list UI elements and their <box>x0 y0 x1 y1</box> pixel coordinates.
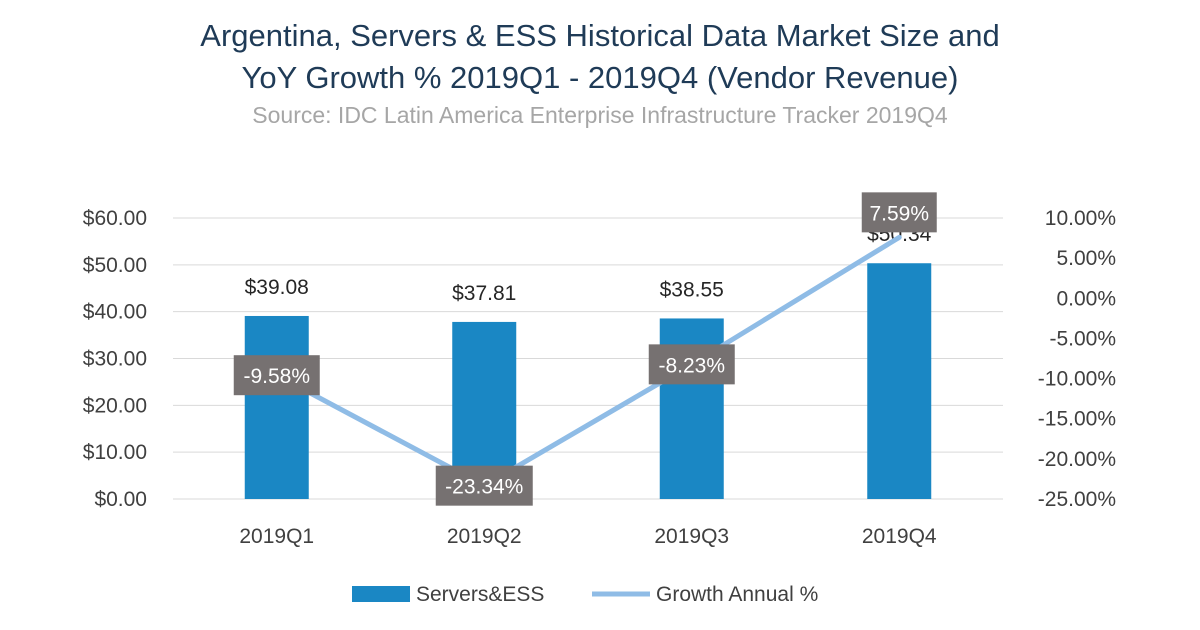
growth-data-label: -9.58% <box>243 365 310 388</box>
chart-subtitle: Source: IDC Latin America Enterprise Inf… <box>252 102 948 128</box>
growth-series-line <box>274 234 902 489</box>
y-right-tick-label: -25.00% <box>1038 488 1116 511</box>
bar <box>244 315 309 499</box>
bar-data-label: $38.55 <box>660 278 724 301</box>
growth-data-label: -8.23% <box>658 354 725 377</box>
y-right-tick-label: -20.00% <box>1038 448 1116 471</box>
y-left-tick-label: $40.00 <box>83 301 147 324</box>
x-tick-label: 2019Q4 <box>862 525 937 548</box>
growth-label-box <box>648 344 735 385</box>
x-tick-label: 2019Q1 <box>239 525 314 548</box>
x-tick-label: 2019Q3 <box>654 525 729 548</box>
legend-swatch-bar <box>352 586 410 602</box>
growth-data-label: -23.34% <box>445 476 523 499</box>
y-right-tick-label: -5.00% <box>1049 327 1116 350</box>
x-tick-label: 2019Q2 <box>447 525 522 548</box>
growth-label-box <box>861 192 937 233</box>
y-left-tick-label: $10.00 <box>83 441 147 464</box>
y-right-tick-label: 5.00% <box>1056 247 1116 270</box>
y-left-tick-label: $20.00 <box>83 394 147 417</box>
y-right-tick-label: -10.00% <box>1038 368 1116 391</box>
bar-data-label: $39.08 <box>245 276 309 299</box>
bar <box>867 263 932 499</box>
growth-data-label: 7.59% <box>869 202 929 225</box>
y-left-tick-label: $60.00 <box>83 207 147 230</box>
growth-label-box <box>435 465 533 506</box>
y-left-tick-label: $0.00 <box>94 488 147 511</box>
y-right-tick-label: 10.00% <box>1045 207 1116 230</box>
chart-title-line-1: Argentina, Servers & ESS Historical Data… <box>200 18 1000 53</box>
y-right-tick-label: 0.00% <box>1056 287 1116 310</box>
y-right-tick-label: -15.00% <box>1038 408 1116 431</box>
bar-data-label: $37.81 <box>452 282 516 305</box>
chart-title-line-2: YoY Growth % 2019Q1 - 2019Q4 (Vendor Rev… <box>241 60 959 95</box>
y-left-tick-label: $30.00 <box>83 348 147 371</box>
legend-label-line: Growth Annual % <box>656 583 818 606</box>
legend-label-bar: Servers&ESS <box>416 583 544 606</box>
y-left-tick-label: $50.00 <box>83 254 147 277</box>
growth-label-box <box>233 355 320 396</box>
